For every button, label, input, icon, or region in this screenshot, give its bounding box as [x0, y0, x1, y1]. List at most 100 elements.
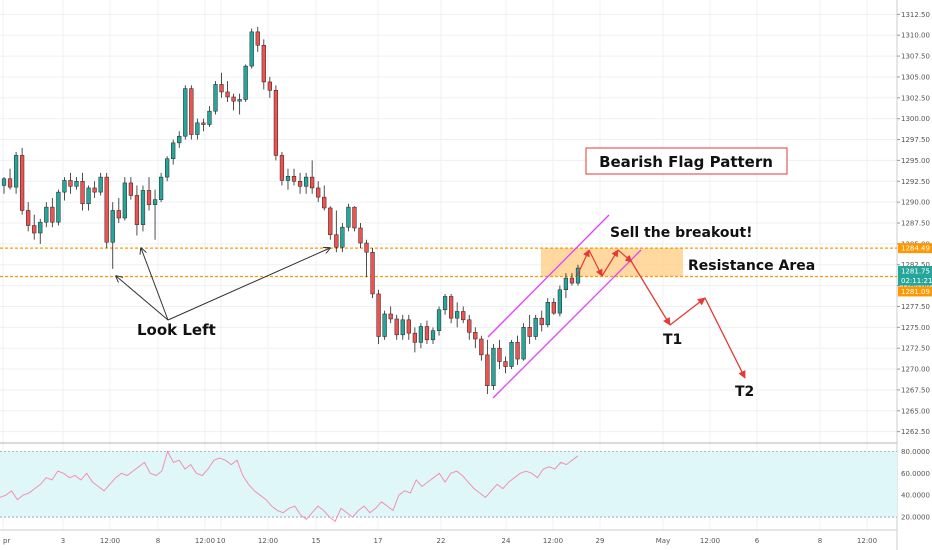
candle-body [134, 195, 140, 225]
candle-body [26, 210, 31, 226]
candle-body [213, 84, 218, 112]
candle-body [98, 176, 103, 193]
candle [340, 223, 345, 253]
price-tag-label: 1281.09 [901, 288, 930, 296]
candle [207, 106, 212, 128]
candle-body [195, 122, 200, 135]
candle [128, 177, 134, 200]
candle-body [436, 309, 442, 331]
candle-body [177, 135, 182, 144]
candle-body [50, 206, 55, 223]
candle-body [509, 342, 514, 367]
look-left-arrow [141, 248, 169, 321]
candle [255, 26, 260, 52]
price-tag-label: 1284.49 [901, 245, 930, 253]
candle [334, 210, 339, 253]
candle [316, 181, 321, 203]
candle-body [291, 176, 297, 182]
candle [104, 172, 109, 249]
price-tick-label: 1270.00 [901, 366, 930, 374]
candle-body [382, 313, 387, 337]
rsi-tick-label: 60.0000 [901, 470, 930, 478]
candle-body [328, 207, 333, 235]
candle-body [412, 332, 417, 343]
candle-body [418, 326, 424, 343]
candle [158, 172, 164, 203]
candle [418, 323, 424, 349]
price-tag: 1284.49 [898, 243, 932, 254]
price-tick-label: 1262.50 [901, 428, 930, 436]
candle [303, 172, 309, 194]
candle [382, 310, 387, 340]
time-tick-label: 12:00 [258, 537, 278, 545]
price-tick-label: 1300.00 [901, 115, 930, 123]
candle [213, 81, 218, 115]
candle [346, 203, 351, 232]
candle-body [267, 81, 272, 91]
candle-body [165, 158, 170, 178]
candle-body [231, 96, 236, 102]
candle-body [7, 178, 13, 188]
t2-label: T2 [735, 384, 754, 400]
price-tag: 02:11:21 [898, 275, 932, 286]
candle [515, 335, 520, 365]
time-tick-label: 15 [312, 537, 321, 545]
candle-body [158, 176, 164, 200]
candle-body [13, 155, 19, 188]
price-tick-label: 1272.50 [901, 345, 930, 353]
candle-body [297, 181, 303, 187]
price-tick-label: 1265.00 [901, 407, 930, 415]
candle-body [352, 206, 357, 229]
price-tick-label: 1302.50 [901, 94, 930, 102]
candle-body [346, 206, 351, 228]
candle-body [503, 361, 508, 367]
price-tag-bg [898, 243, 932, 254]
zigzag-arrow [576, 249, 590, 277]
candle [539, 310, 544, 332]
candle-body [334, 234, 339, 248]
price-tick-label: 1282.50 [901, 261, 930, 269]
price-tag: 1281.09 [898, 286, 932, 297]
candle-body [225, 91, 230, 98]
arrows [116, 214, 746, 399]
candle-body [152, 199, 158, 205]
candle-body [44, 206, 49, 223]
candle [122, 177, 127, 221]
time-tick-label: pr [3, 537, 10, 545]
price-tick-label: 1290.00 [901, 199, 930, 207]
candle [86, 185, 91, 211]
candle-body [122, 182, 127, 219]
candle-body [497, 347, 502, 362]
time-tick-label: 12:00 [700, 537, 720, 545]
candle-body [140, 190, 146, 225]
candles [1, 26, 581, 395]
candle-body [255, 31, 260, 46]
rsi-tick-label: 40.0000 [901, 492, 930, 500]
time-tick-label: 24 [502, 537, 511, 545]
candle-body [261, 44, 266, 83]
candle-body [479, 338, 484, 356]
price-tag-bg [898, 286, 932, 297]
rsi-line [0, 450, 579, 523]
candle [448, 293, 454, 324]
price-tick-label: 1295.00 [901, 157, 930, 165]
candle-body [116, 210, 121, 219]
zigzag-arrow [617, 249, 633, 263]
candle [177, 131, 182, 148]
time-tick-label: 22 [437, 537, 446, 545]
candle [110, 202, 115, 269]
time-tick-label: 17 [374, 537, 383, 545]
candle-body [20, 155, 25, 211]
rsi-tick-label: 20.0000 [901, 514, 930, 522]
candle [38, 218, 43, 244]
candle [491, 344, 496, 390]
price-tag-bg [898, 265, 932, 276]
candle-body [201, 122, 206, 125]
candle [249, 28, 254, 69]
time-tick-label: 12:00 [195, 537, 215, 545]
candle [62, 177, 67, 201]
price-tick-label: 1267.50 [901, 386, 930, 394]
candle [219, 72, 224, 98]
candle [455, 302, 460, 328]
